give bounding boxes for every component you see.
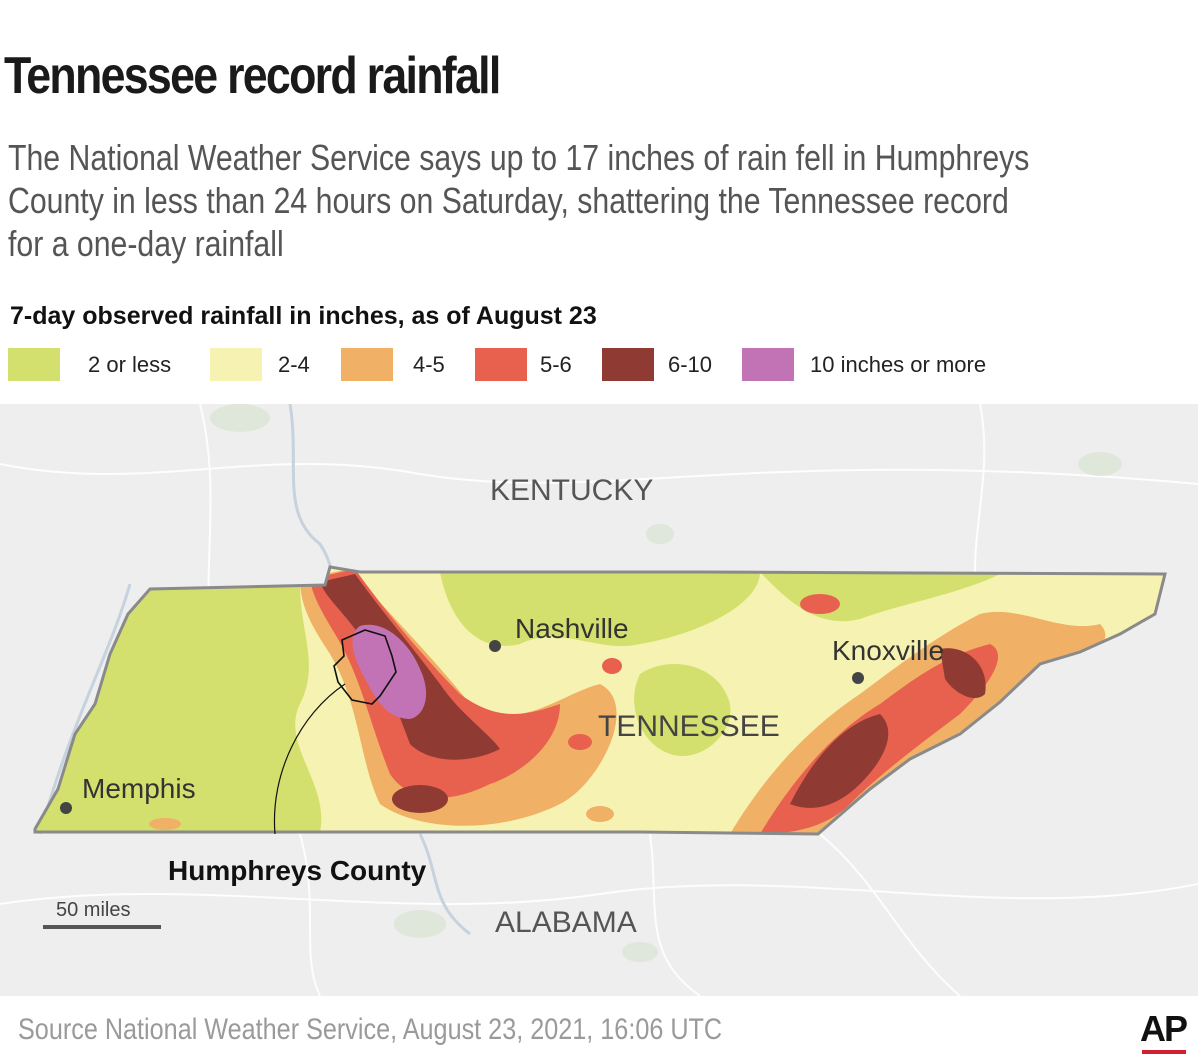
memphis-dot xyxy=(60,802,72,814)
legend-swatch-6-10 xyxy=(602,348,654,381)
source-note: Source National Weather Service, August … xyxy=(18,1013,723,1046)
legend-label-4-5: 4-5 xyxy=(413,352,445,377)
background-roads xyxy=(0,404,1198,996)
legend-swatch-4-5 xyxy=(341,348,393,381)
subtitle: The National Weather Service says up to … xyxy=(8,137,1030,264)
background-parks xyxy=(210,404,1122,962)
humphreys-county-label: Humphreys County xyxy=(168,855,427,886)
humphreys-leader-line xyxy=(273,683,346,835)
legend-label-5-6: 5-6 xyxy=(540,352,572,377)
legend-swatch-10-or-more xyxy=(742,348,794,381)
scale-label: 50 miles xyxy=(56,899,130,921)
rainfall-map: KENTUCKY TENNESSEE ALABAMA Nashville Kno… xyxy=(0,404,1198,996)
ap-logo-bar xyxy=(1142,1050,1186,1054)
nashville-dot xyxy=(489,640,501,652)
memphis-label: Memphis xyxy=(82,773,196,804)
scale-bar xyxy=(43,925,161,929)
legend-title: 7-day observed rainfall in inches, as of… xyxy=(10,302,597,330)
tennessee-border xyxy=(33,565,1167,836)
kentucky-label: KENTUCKY xyxy=(490,474,653,507)
ap-logo-text: AP xyxy=(1140,1008,1188,1049)
legend-swatch-5-6 xyxy=(475,348,527,381)
legend: 2 or less 2-4 4-5 5-6 6-10 10 inches or … xyxy=(0,346,1198,386)
nashville-label: Nashville xyxy=(515,613,629,644)
legend-label-10-or-more: 10 inches or more xyxy=(810,352,987,377)
legend-swatch-2-4 xyxy=(210,348,262,381)
page-title: Tennessee record rainfall xyxy=(4,47,501,105)
legend-label-6-10: 6-10 xyxy=(668,352,713,377)
alabama-label: ALABAMA xyxy=(495,906,637,939)
tennessee-label: TENNESSEE xyxy=(598,710,780,743)
legend-swatch-2-or-less xyxy=(8,348,60,381)
legend-label-2-4: 2-4 xyxy=(278,352,310,377)
knoxville-label: Knoxville xyxy=(832,635,944,666)
humphreys-county-outline xyxy=(333,629,397,705)
legend-label-2-or-less: 2 or less xyxy=(88,352,172,377)
knoxville-dot xyxy=(852,672,864,684)
ap-logo: AP xyxy=(1140,1008,1190,1054)
